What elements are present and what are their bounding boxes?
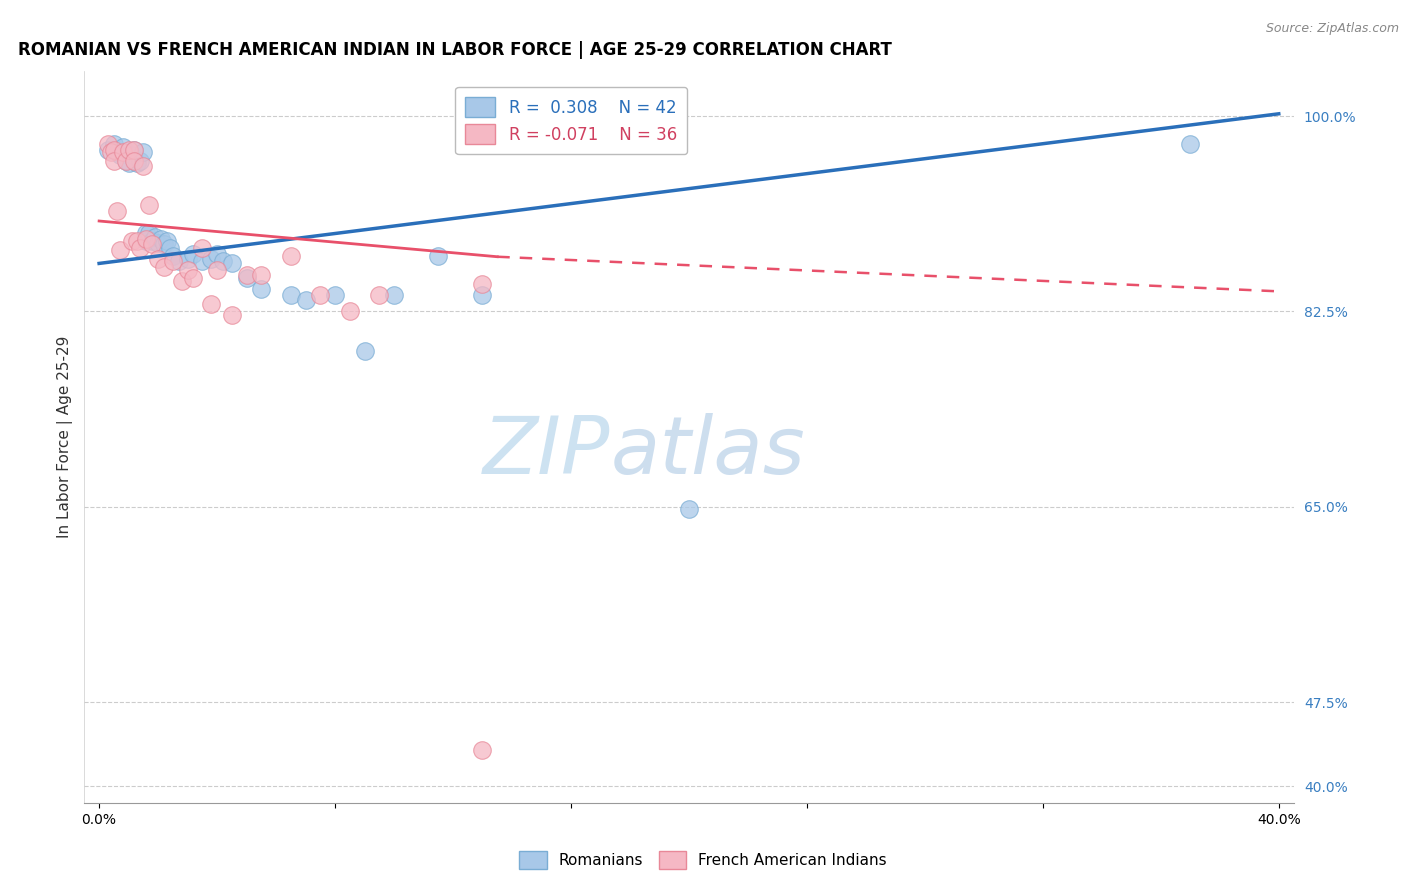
Point: [170, 274, 193, 288]
Point: [162, 249, 184, 263]
Point: [117, 156, 139, 170]
Point: [100, 145, 122, 159]
Point: [114, 153, 136, 168]
Point: [176, 263, 198, 277]
Point: [124, 143, 146, 157]
Point: [97, 136, 120, 151]
Point: [121, 148, 143, 162]
Point: [127, 156, 149, 170]
Point: [471, 743, 494, 757]
Point: [205, 247, 228, 261]
Point: [153, 237, 176, 252]
Point: [235, 271, 257, 285]
Point: [138, 227, 160, 241]
Point: [132, 159, 155, 173]
Legend: R =  0.308    N = 42, R = -0.071    N = 36: R = 0.308 N = 42, R = -0.071 N = 36: [456, 87, 688, 154]
Point: [280, 287, 302, 301]
Point: [124, 153, 146, 168]
Point: [339, 304, 361, 318]
Point: [368, 287, 391, 301]
Point: [135, 232, 157, 246]
Point: [167, 254, 190, 268]
Point: [309, 287, 332, 301]
Point: [124, 143, 146, 157]
Point: [111, 140, 134, 154]
Point: [382, 287, 405, 301]
Text: ROMANIAN VS FRENCH AMERICAN INDIAN IN LABOR FORCE | AGE 25-29 CORRELATION CHART: ROMANIAN VS FRENCH AMERICAN INDIAN IN LA…: [18, 41, 891, 59]
Point: [121, 234, 143, 248]
Point: [141, 237, 163, 252]
Point: [129, 153, 152, 168]
Point: [111, 145, 134, 159]
Point: [103, 153, 125, 168]
Point: [183, 247, 205, 261]
Point: [143, 229, 166, 244]
Point: [138, 198, 160, 212]
Point: [205, 263, 228, 277]
Point: [200, 252, 222, 266]
Y-axis label: In Labor Force | Age 25-29: In Labor Force | Age 25-29: [58, 336, 73, 538]
Point: [129, 241, 152, 255]
Point: [97, 143, 120, 157]
Point: [127, 234, 149, 248]
Text: ZIP: ZIP: [484, 413, 610, 491]
Point: [280, 249, 302, 263]
Text: atlas: atlas: [610, 413, 806, 491]
Point: [191, 241, 214, 255]
Point: [221, 256, 243, 270]
Point: [132, 145, 155, 159]
Point: [250, 268, 273, 282]
Point: [678, 502, 700, 516]
Point: [108, 148, 131, 162]
Point: [146, 236, 169, 251]
Point: [353, 343, 375, 358]
Point: [212, 254, 235, 268]
Point: [114, 153, 136, 168]
Legend: Romanians, French American Indians: Romanians, French American Indians: [513, 845, 893, 875]
Text: Source: ZipAtlas.com: Source: ZipAtlas.com: [1265, 22, 1399, 36]
Point: [183, 271, 205, 285]
Point: [103, 143, 125, 157]
Point: [250, 282, 273, 296]
Point: [471, 277, 494, 291]
Point: [146, 252, 169, 266]
Point: [153, 260, 176, 274]
Point: [105, 203, 128, 218]
Point: [162, 254, 184, 268]
Point: [103, 136, 125, 151]
Point: [135, 234, 157, 248]
Point: [105, 145, 128, 159]
Point: [176, 252, 198, 266]
Point: [159, 241, 181, 255]
Point: [323, 287, 346, 301]
Point: [191, 254, 214, 268]
Point: [235, 268, 257, 282]
Point: [156, 234, 179, 248]
Point: [221, 308, 243, 322]
Point: [117, 143, 139, 157]
Point: [1180, 136, 1202, 151]
Point: [135, 227, 157, 241]
Point: [427, 249, 450, 263]
Point: [294, 293, 316, 308]
Point: [471, 287, 494, 301]
Point: [108, 243, 131, 257]
Point: [150, 232, 173, 246]
Point: [200, 296, 222, 310]
Point: [141, 234, 163, 248]
